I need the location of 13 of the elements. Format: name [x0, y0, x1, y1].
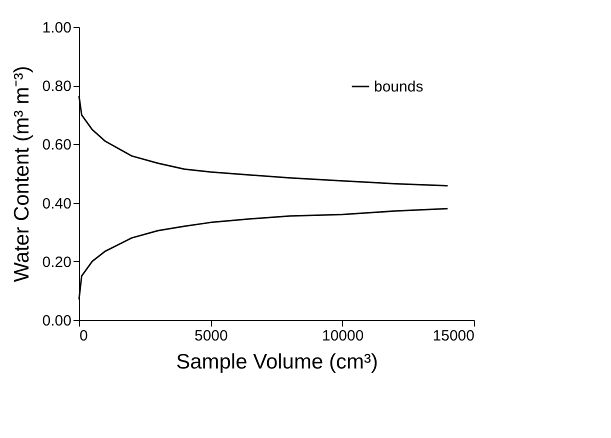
legend-label: bounds: [374, 78, 424, 96]
y-axis-title: Water Content (m³ m⁻³): [10, 66, 34, 282]
x-tick-label: 10000: [322, 328, 364, 344]
y-tick-label: 1.00: [42, 20, 72, 36]
y-tick-label: 0.40: [42, 195, 72, 212]
x-tick-label: 15000: [432, 328, 474, 344]
y-tick-label: 0.20: [42, 254, 72, 271]
y-tick-label: 0.00: [42, 312, 72, 330]
x-tick-label: 5000: [194, 328, 228, 344]
y-tick-label: 0.80: [42, 78, 72, 96]
x-tick-label: 0: [80, 328, 88, 344]
x-axis-title: Sample Volume (cm³): [176, 350, 378, 374]
y-tick-label: 0.60: [42, 136, 72, 154]
